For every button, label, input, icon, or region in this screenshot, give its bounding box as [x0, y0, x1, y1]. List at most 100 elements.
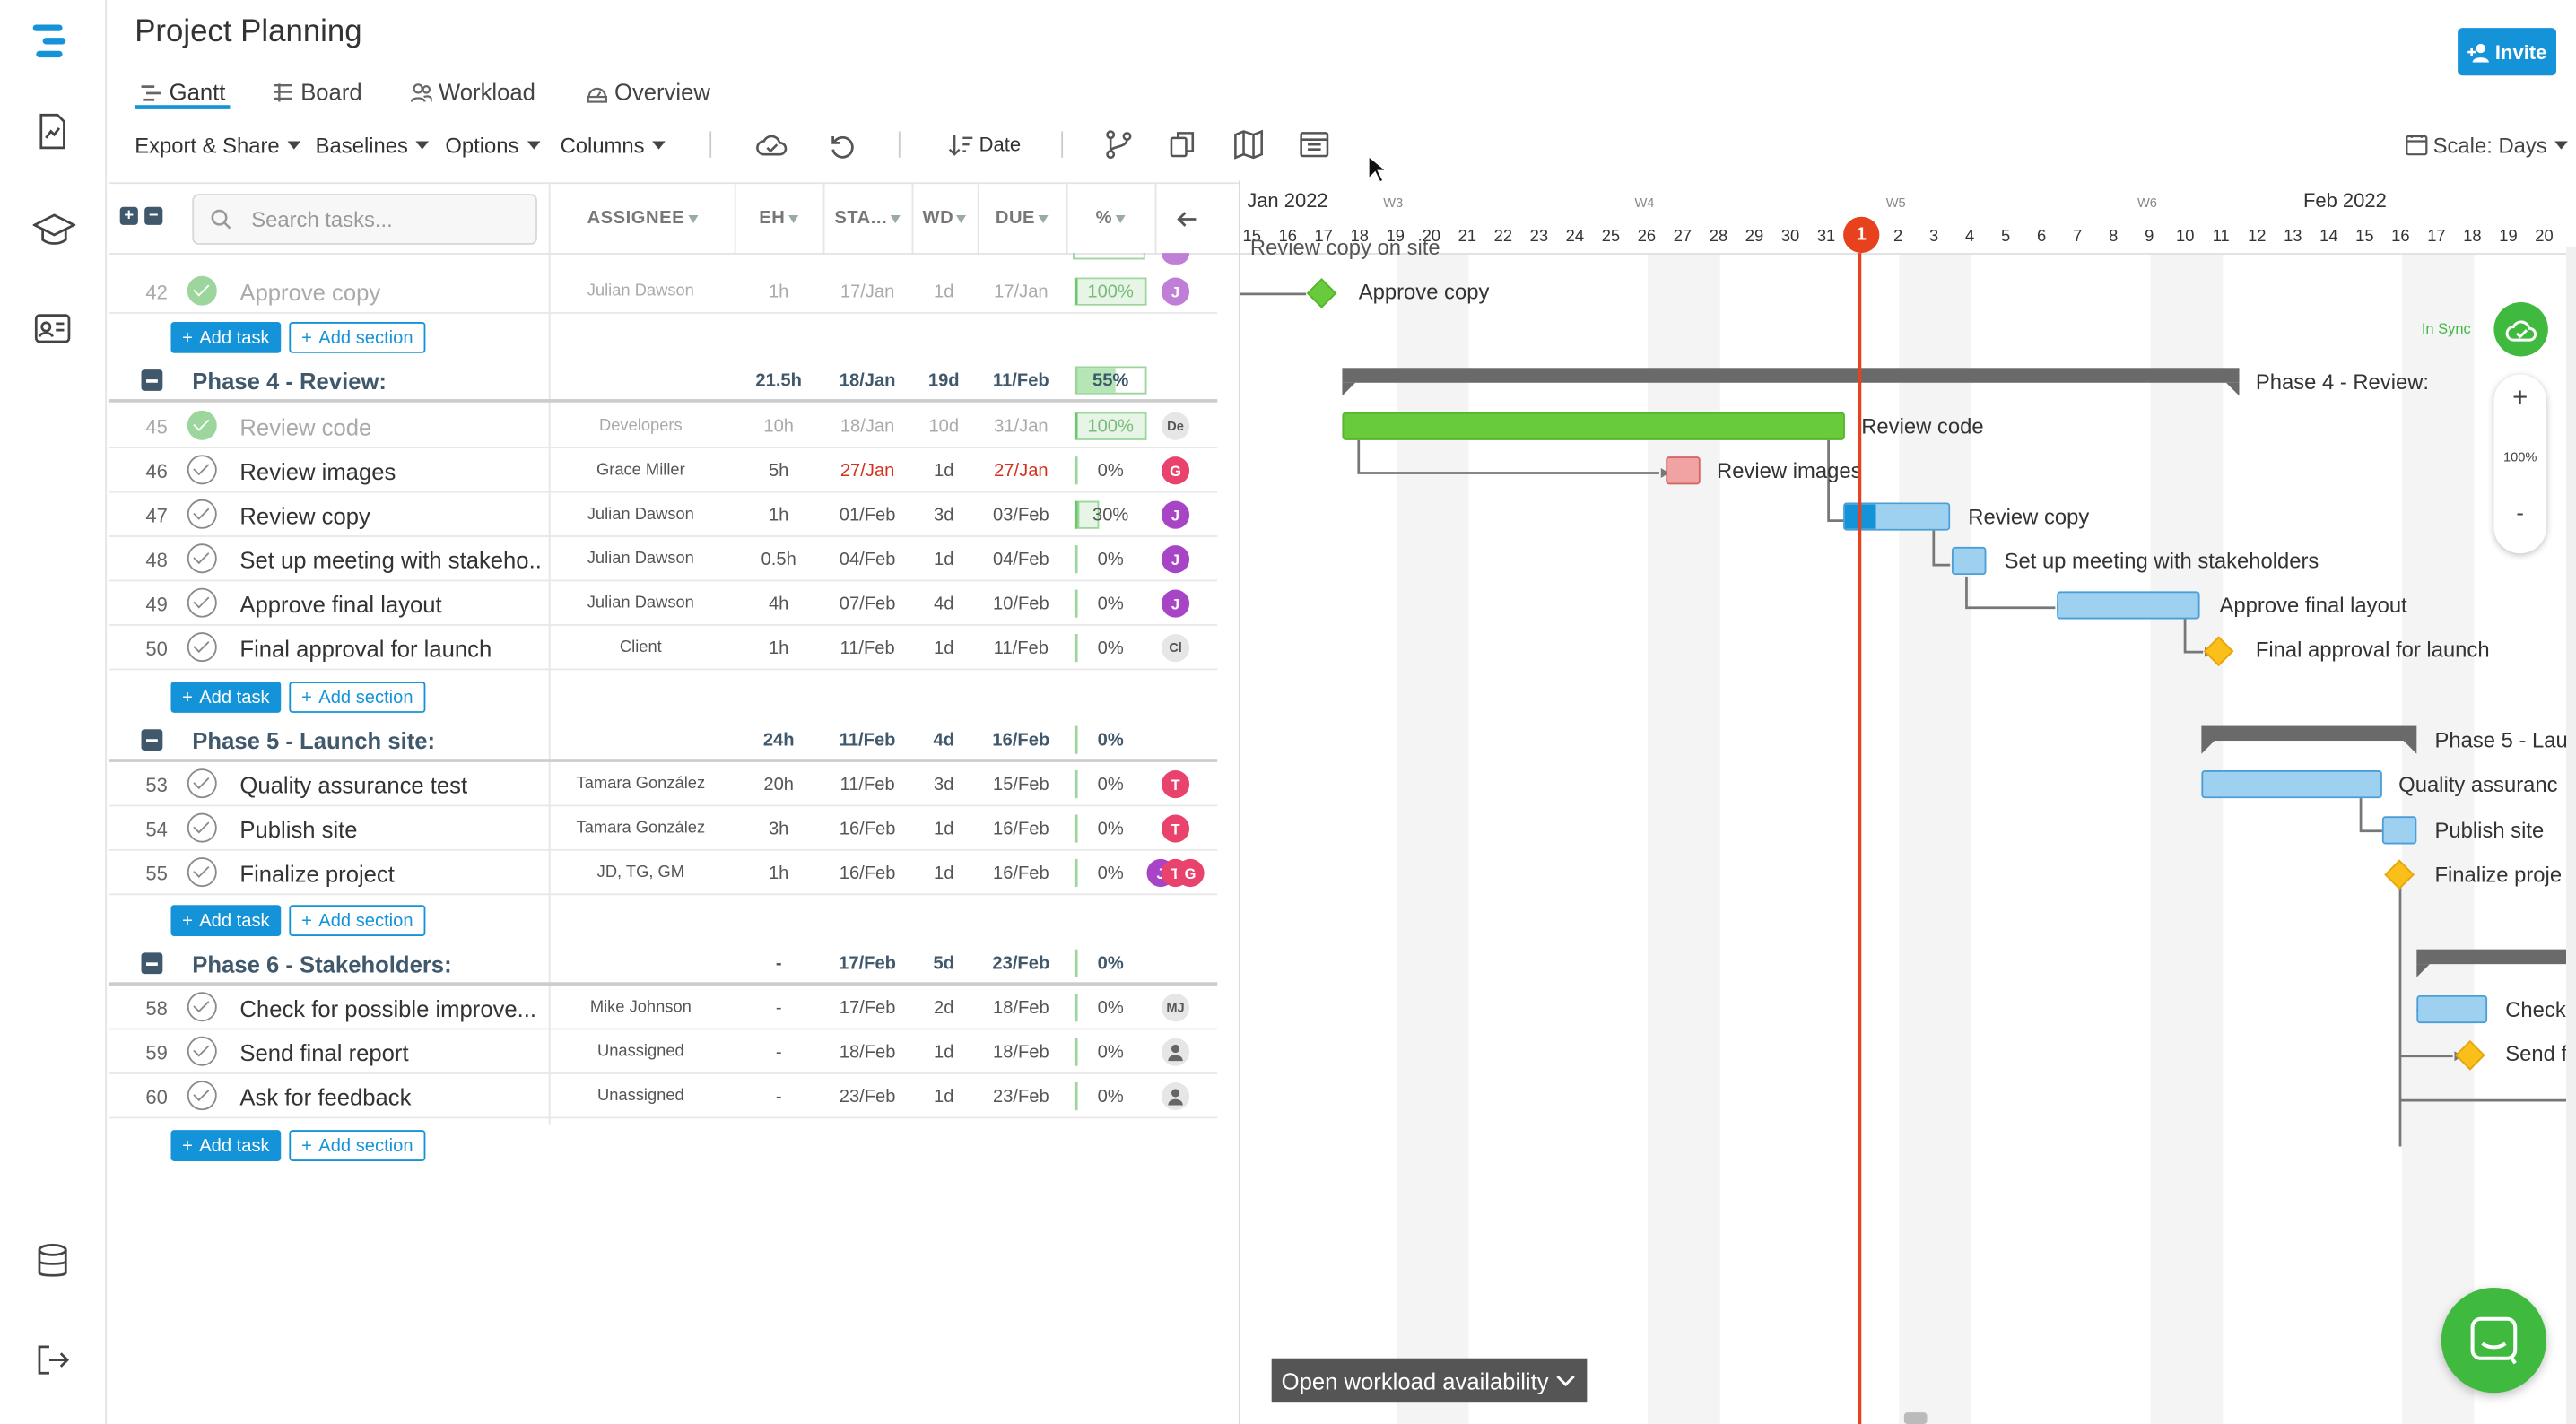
table-row[interactable]: 54 Publish site Tamara González 3h 16/Fe… — [108, 806, 1218, 851]
add-section-button[interactable]: + Add section — [289, 905, 426, 937]
gantt-chart[interactable]: Jan 2022 Feb 2022 W3 W4 W5 W6 15 16 17 18 19… — [1239, 180, 2576, 1424]
critical-path-icon[interactable] — [1102, 130, 1136, 160]
add-section-button[interactable]: + Add section — [289, 1130, 426, 1161]
divider — [1061, 131, 1064, 158]
column-header-due[interactable]: DUE — [979, 186, 1065, 251]
complete-checkbox[interactable] — [187, 632, 217, 663]
sync-status: In Sync — [2421, 320, 2471, 337]
phase-row[interactable]: Phase 6 - Stakeholders: - 17/Feb 5d 23/F… — [108, 942, 1218, 986]
complete-checkbox[interactable] — [187, 768, 217, 799]
table-row[interactable]: 50 Final approval for launch Client 1h 1… — [108, 626, 1218, 671]
mouse-cursor-icon — [1367, 154, 1389, 184]
contacts-icon[interactable] — [33, 308, 73, 348]
phase-bar[interactable] — [2201, 725, 2417, 754]
add-section-button[interactable]: + Add section — [289, 682, 426, 713]
calendar-grid-icon[interactable] — [1298, 130, 1331, 160]
task-bar[interactable] — [2416, 994, 2488, 1024]
invite-button[interactable]: Invite — [2458, 28, 2557, 76]
column-header-assignee[interactable]: ASSIGNEE — [552, 186, 732, 251]
table-row[interactable]: 48 Set up meeting with stakeho... Julian… — [108, 537, 1218, 582]
complete-checkbox[interactable] — [187, 543, 217, 574]
academy-icon[interactable] — [31, 210, 77, 249]
reports-icon[interactable] — [33, 112, 73, 152]
zoom-level: 100% — [2502, 449, 2537, 465]
complete-checkbox[interactable] — [187, 857, 217, 888]
export-share-menu[interactable]: Export & Share — [135, 130, 301, 160]
chat-button[interactable] — [2441, 1287, 2547, 1394]
complete-checkbox[interactable] — [187, 455, 217, 485]
add-task-button[interactable]: + Add task — [170, 682, 282, 713]
open-workload-button[interactable]: Open workload availability — [1271, 1358, 1588, 1403]
task-bar[interactable] — [2381, 816, 2417, 845]
sort-by-date[interactable]: Date — [948, 130, 1021, 160]
options-menu[interactable]: Options — [445, 130, 541, 160]
horizontal-scrollbar[interactable] — [1903, 1412, 1928, 1424]
task-bar[interactable] — [1666, 456, 1701, 485]
day-label: 18 — [2463, 228, 2482, 247]
task-bar[interactable] — [2057, 591, 2200, 620]
scale-selector[interactable]: Scale: Days — [2406, 130, 2569, 160]
complete-checkbox[interactable] — [187, 499, 217, 529]
complete-checkbox[interactable] — [187, 587, 217, 618]
zoom-in-button[interactable]: + — [2512, 384, 2528, 412]
day-label: 11 — [2212, 228, 2230, 247]
complete-checkbox[interactable] — [187, 410, 217, 440]
zoom-out-button[interactable]: - — [2516, 499, 2524, 526]
sync-button[interactable] — [2493, 302, 2548, 357]
collapse-section-icon[interactable] — [141, 729, 163, 751]
phase-bar[interactable] — [1342, 368, 2240, 396]
complete-checkbox[interactable] — [187, 812, 217, 843]
vertical-scrollbar[interactable] — [2566, 246, 2576, 1424]
collapse-all-button[interactable]: − — [144, 206, 163, 225]
columns-menu[interactable]: Columns — [561, 130, 666, 160]
collapse-grid-button[interactable] — [1156, 186, 1215, 251]
table-row[interactable]: 55 Finalize project JD, TG, GM 1h 16/Feb… — [108, 851, 1218, 896]
tab-gantt[interactable]: Gantt — [141, 73, 225, 112]
complete-checkbox[interactable] — [187, 992, 217, 1022]
divider — [898, 131, 901, 158]
table-row[interactable]: 58 Check for possible improve... Mike Jo… — [108, 986, 1218, 1030]
add-task-button[interactable]: + Add task — [170, 1130, 282, 1161]
cloud-save-icon[interactable] — [756, 130, 789, 160]
task-bar[interactable] — [1951, 546, 1987, 576]
add-task-button[interactable]: + Add task — [170, 905, 282, 937]
phase-row[interactable]: Phase 4 - Review: 21.5h 18/Jan 19d 11/Fe… — [108, 358, 1218, 403]
table-row[interactable]: 49 Approve final layout Julian Dawson 4h… — [108, 581, 1218, 626]
table-row[interactable]: 60 Ask for feedback Unassigned - 23/Feb … — [108, 1074, 1218, 1119]
phase-bar[interactable] — [2416, 949, 2576, 977]
task-bar[interactable] — [2201, 770, 2382, 799]
collapse-section-icon[interactable] — [141, 952, 163, 975]
complete-checkbox[interactable] — [187, 275, 217, 306]
search-input[interactable]: Search tasks... — [192, 194, 537, 245]
table-row[interactable]: 42 Approve copy Julian Dawson 1h 17/Jan … — [108, 269, 1218, 314]
progress-cell — [1074, 814, 1078, 843]
app-logo-icon[interactable] — [32, 22, 73, 61]
add-task-button[interactable]: + Add task — [170, 321, 282, 353]
complete-checkbox[interactable] — [187, 1081, 217, 1111]
complete-checkbox[interactable] — [187, 1036, 217, 1066]
copy-icon[interactable] — [1166, 130, 1199, 160]
column-header-eh[interactable]: EH — [736, 186, 822, 251]
phase-row[interactable]: Phase 5 - Launch site: 24h 11/Feb 4d 16/… — [108, 717, 1218, 762]
map-icon[interactable] — [1232, 129, 1266, 160]
table-row[interactable]: 46 Review images Grace Miller 5h 27/Jan … — [108, 448, 1218, 493]
expand-all-button[interactable]: + — [119, 206, 138, 225]
task-bar[interactable] — [1342, 412, 1845, 440]
table-row[interactable]: 53 Quality assurance test Tamara Gonzále… — [108, 762, 1218, 807]
task-label: Final approval for launch — [2255, 637, 2490, 663]
undo-icon[interactable] — [824, 130, 857, 160]
tab-workload[interactable]: Workload — [410, 73, 535, 112]
baselines-menu[interactable]: Baselines — [316, 130, 430, 160]
column-header-start[interactable]: STA... — [824, 186, 909, 251]
add-section-button[interactable]: + Add section — [289, 321, 426, 353]
table-row[interactable]: 59 Send final report Unassigned - 18/Feb… — [108, 1029, 1218, 1074]
column-header-wd[interactable]: WD — [913, 186, 976, 251]
database-icon[interactable] — [33, 1242, 73, 1281]
collapse-section-icon[interactable] — [141, 369, 163, 391]
table-row[interactable]: 45 Review code Developers 10h 18/Jan 10d… — [108, 404, 1218, 449]
table-row[interactable]: 47 Review copy Julian Dawson 1h 01/Feb 3… — [108, 492, 1218, 537]
tab-overview[interactable]: Overview — [587, 73, 710, 112]
logout-icon[interactable] — [33, 1341, 73, 1380]
column-header-percent[interactable]: % — [1068, 186, 1153, 251]
tab-board[interactable]: Board — [273, 73, 362, 112]
